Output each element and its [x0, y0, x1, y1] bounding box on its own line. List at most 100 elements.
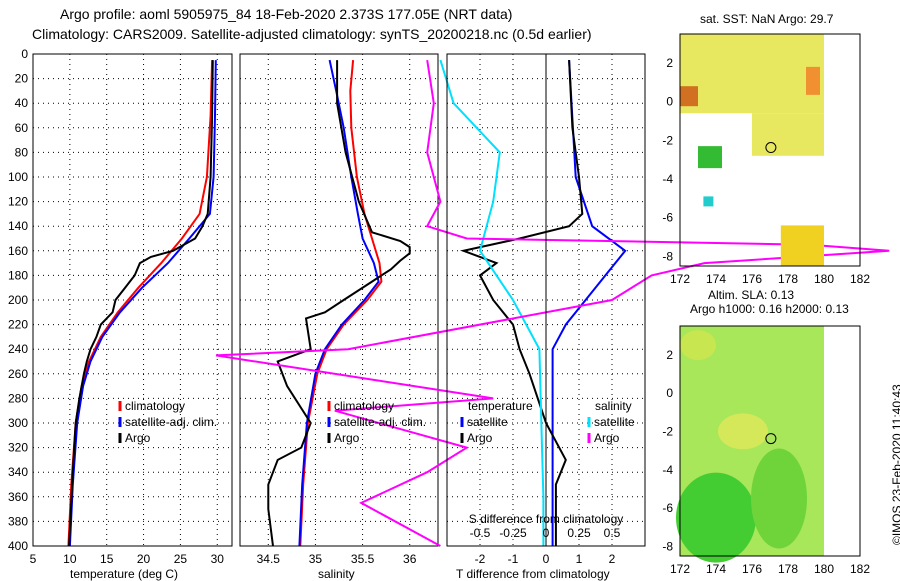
x-tick-label: 1: [576, 552, 583, 566]
map-y-tick: 2: [666, 56, 673, 70]
s-tick-label: 0: [543, 526, 550, 540]
map-x-tick: 176: [742, 562, 762, 576]
y-tick-label: 100: [8, 170, 28, 184]
temperature-xlabel: temperature (deg C): [70, 567, 179, 581]
map-y-tick: -6: [662, 211, 673, 225]
y-tick-label: 400: [8, 539, 28, 553]
legend-label: Argo: [334, 431, 360, 445]
map-y-tick: -2: [662, 424, 673, 438]
series-t-satellite: [551, 60, 627, 546]
y-tick-label: 60: [15, 121, 29, 135]
legend-label: satellite: [467, 415, 508, 429]
sla-map-title-2: Argo h1000: 0.16 h2000: 0.13: [690, 302, 849, 316]
series-satellite-adj-clim-: [298, 59, 380, 547]
y-tick-label: 380: [8, 514, 28, 528]
y-tick-label: 140: [8, 219, 28, 233]
x-tick-label: 15: [100, 552, 114, 566]
map-x-tick: 182: [850, 272, 870, 286]
y-tick-label: 120: [8, 195, 28, 209]
map-x-tick: 182: [850, 562, 870, 576]
sla-high-region: [680, 330, 716, 361]
x-tick-label: 0: [543, 552, 550, 566]
y-tick-label: 340: [8, 465, 28, 479]
x-tick-label: 10: [63, 552, 77, 566]
map-frame: [679, 325, 861, 557]
map-x-tick: 174: [706, 272, 726, 286]
map-y-tick: 2: [666, 348, 673, 362]
credit-label: ©IMOS 23-Feb-2020 11:40:43: [890, 384, 900, 545]
map-frame: [679, 33, 861, 267]
sst-warm-patch: [806, 66, 820, 95]
x-tick-label: 25: [174, 552, 188, 566]
series-climatology: [67, 60, 214, 547]
s-tick-label: 0.25: [567, 526, 591, 540]
y-tick-label: 180: [8, 268, 28, 282]
x-tick-label: -2: [475, 552, 486, 566]
y-tick-label: 220: [8, 318, 28, 332]
x-tick-label: 5: [30, 552, 37, 566]
profile-panels: 5 10 15 20 25 30 34.5 35 35.5 36 -2 -1 0 1 20204060801…: [8, 47, 890, 566]
map-y-tick: -4: [662, 172, 673, 186]
map-y-tick: -2: [662, 133, 673, 147]
title-line-2: Climatology: CARS2009. Satellite-adjuste…: [32, 26, 592, 42]
series-s-satellite: [439, 59, 545, 546]
x-tick-label: 35: [309, 552, 323, 566]
panel-frame: [32, 53, 233, 547]
y-tick-label: 200: [8, 293, 28, 307]
sst-warm-patch: [680, 86, 698, 107]
legend-label: climatology: [334, 399, 394, 413]
map-x-tick: 178: [778, 272, 798, 286]
y-tick-label: 260: [8, 367, 28, 381]
map-x-tick: 172: [670, 272, 690, 286]
series-satellite-adj-clim-: [68, 60, 217, 547]
legend-label: satellite: [594, 415, 635, 429]
s-tick-label: -0.25: [499, 526, 527, 540]
map-x-tick: 180: [814, 562, 834, 576]
x-tick-label: 34.5: [257, 552, 281, 566]
legend-label: climatology: [125, 399, 185, 413]
series-s-argo: [215, 59, 890, 547]
sst-patch: [703, 196, 714, 207]
map-x-tick: 174: [706, 562, 726, 576]
difference-xlabel: T difference from climatology: [456, 567, 610, 581]
y-tick-label: 360: [8, 490, 28, 504]
y-tick-label: 300: [8, 416, 28, 430]
sst-field: [752, 113, 824, 156]
s-tick-label: -0.5: [470, 526, 491, 540]
y-tick-label: 40: [15, 96, 29, 110]
legend-title-temperature: temperature: [468, 399, 533, 413]
y-tick-label: 80: [15, 145, 29, 159]
map-y-tick: -6: [662, 501, 673, 515]
y-tick-label: 20: [15, 72, 29, 86]
x-tick-label: 36: [403, 552, 417, 566]
x-tick-label: -1: [508, 552, 519, 566]
y-tick-label: 280: [8, 391, 28, 405]
y-tick-label: 320: [8, 441, 28, 455]
series-argo: [267, 60, 411, 547]
x-tick-label: 2: [609, 552, 616, 566]
sst-cool-patch: [698, 146, 722, 169]
map-y-tick: -4: [662, 463, 673, 477]
map-x-tick: 176: [742, 272, 762, 286]
sla-high-region: [718, 413, 768, 450]
sst-map-title: sat. SST: NaN Argo: 29.7: [700, 12, 834, 26]
sst-field: [680, 34, 824, 114]
map-x-tick: 180: [814, 272, 834, 286]
map-x-tick: 178: [778, 562, 798, 576]
y-tick-label: 0: [21, 47, 28, 61]
legend-label: Argo: [594, 431, 620, 445]
sst-field: [780, 225, 824, 266]
map-y-tick: -8: [662, 539, 673, 553]
sla-low-region: [676, 472, 756, 563]
legend-label: Argo: [467, 431, 493, 445]
map-x-tick: 172: [670, 562, 690, 576]
y-tick-label: 240: [8, 342, 28, 356]
title-line-1: Argo profile: aoml 5905975_84 18-Feb-202…: [60, 6, 513, 22]
map-y-tick: 0: [666, 386, 673, 400]
map-y-tick: -8: [662, 249, 673, 263]
map-y-tick: 0: [666, 95, 673, 109]
s-tick-label: 0.5: [604, 526, 621, 540]
legend-title-salinity: salinity: [595, 399, 632, 413]
salinity-xlabel: salinity: [318, 567, 355, 581]
